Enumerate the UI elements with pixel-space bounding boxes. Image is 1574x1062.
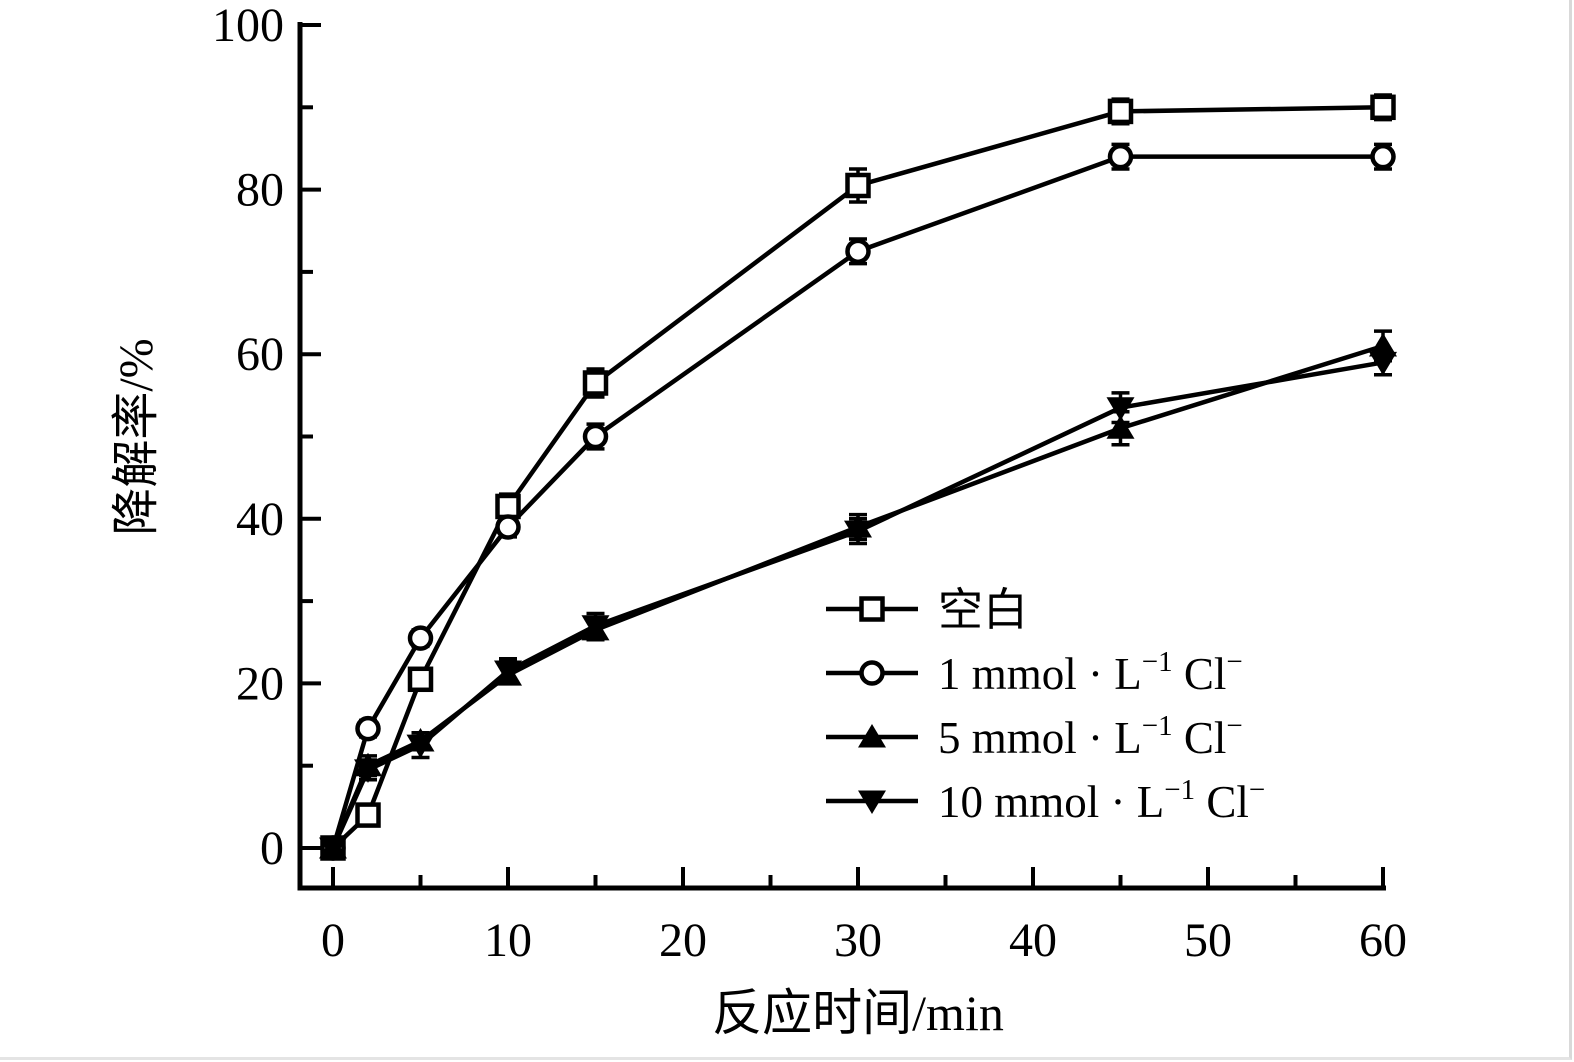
circle-marker-icon xyxy=(355,715,381,742)
triangle-down-marker-icon xyxy=(494,660,522,685)
triangle-down-marker-icon xyxy=(581,615,610,639)
triangle-down-marker-icon xyxy=(1369,351,1397,376)
circle-marker-icon xyxy=(495,514,521,540)
triangle-down-marker-icon xyxy=(1106,397,1135,421)
circle-marker-icon xyxy=(1107,143,1134,170)
x-tick-label: 40 xyxy=(1009,914,1057,967)
legend-item-3: 10 mmol · L−1 Cl− xyxy=(826,774,1265,827)
x-tick-label: 10 xyxy=(484,914,532,967)
square-marker-icon xyxy=(407,666,434,693)
y-tick-label: 40 xyxy=(236,493,284,546)
legend-item-1: 1 mmol · L−1 Cl− xyxy=(826,646,1243,699)
triangle-down-marker-icon xyxy=(406,734,435,759)
legend-label: 1 mmol · L−1 Cl− xyxy=(938,646,1243,699)
circle-marker-icon xyxy=(845,238,871,265)
series-line xyxy=(330,360,1384,849)
y-tick-label: 100 xyxy=(212,0,284,52)
square-marker-icon xyxy=(355,802,381,828)
square-marker-icon xyxy=(1107,98,1134,125)
legend-label: 5 mmol · L−1 Cl− xyxy=(938,710,1243,763)
circle-marker-icon xyxy=(582,423,609,450)
legend-item-0: 空白 xyxy=(826,585,1028,635)
y-tick-label: 80 xyxy=(236,164,284,217)
triangle-down-marker-icon xyxy=(858,790,886,814)
x-tick-label: 50 xyxy=(1184,914,1232,967)
legend-item-2: 5 mmol · L−1 Cl− xyxy=(826,710,1243,763)
x-tick-label: 60 xyxy=(1359,914,1407,967)
series-line xyxy=(330,343,1384,849)
series-3 xyxy=(319,348,1397,861)
square-marker-icon xyxy=(859,596,885,622)
square-marker-icon xyxy=(845,172,871,199)
circle-marker-icon xyxy=(1370,143,1396,170)
series-1 xyxy=(320,142,1396,861)
square-marker-icon xyxy=(1370,94,1396,121)
y-tick-label: 0 xyxy=(260,822,284,875)
circle-marker-icon xyxy=(859,660,885,686)
x-tick-label: 20 xyxy=(659,914,707,967)
x-tick-label: 30 xyxy=(834,914,882,967)
legend: 空白 1 mmol · L−1 Cl− 5 mmol · L−1 Cl− 10 mmo… xyxy=(826,585,1265,827)
triangle-up-marker-icon xyxy=(1106,415,1135,439)
y-axis-title: 降解率/% xyxy=(110,338,163,535)
x-axis: 0 10 20 30 40 50 60 反应时间/min xyxy=(297,867,1407,1041)
y-axis: 0 20 40 60 80 100 降解率/% xyxy=(110,0,321,891)
y-tick-label: 60 xyxy=(236,328,284,381)
y-tick-label: 20 xyxy=(236,657,284,710)
legend-label: 空白 xyxy=(938,585,1028,635)
legend-label: 10 mmol · L−1 Cl− xyxy=(938,774,1265,827)
triangle-down-marker-icon xyxy=(354,759,382,783)
circle-marker-icon xyxy=(407,625,434,651)
x-axis-title: 反应时间/min xyxy=(712,985,1004,1041)
triangle-up-marker-icon xyxy=(858,724,886,748)
series-0 xyxy=(320,93,1396,861)
square-marker-icon xyxy=(495,493,521,520)
series-line xyxy=(330,154,1383,849)
x-tick-label: 0 xyxy=(321,914,345,967)
triangle-down-marker-icon xyxy=(844,520,872,545)
square-marker-icon xyxy=(582,370,609,396)
triangle-down-marker-icon xyxy=(319,837,347,861)
series-line xyxy=(331,105,1384,850)
